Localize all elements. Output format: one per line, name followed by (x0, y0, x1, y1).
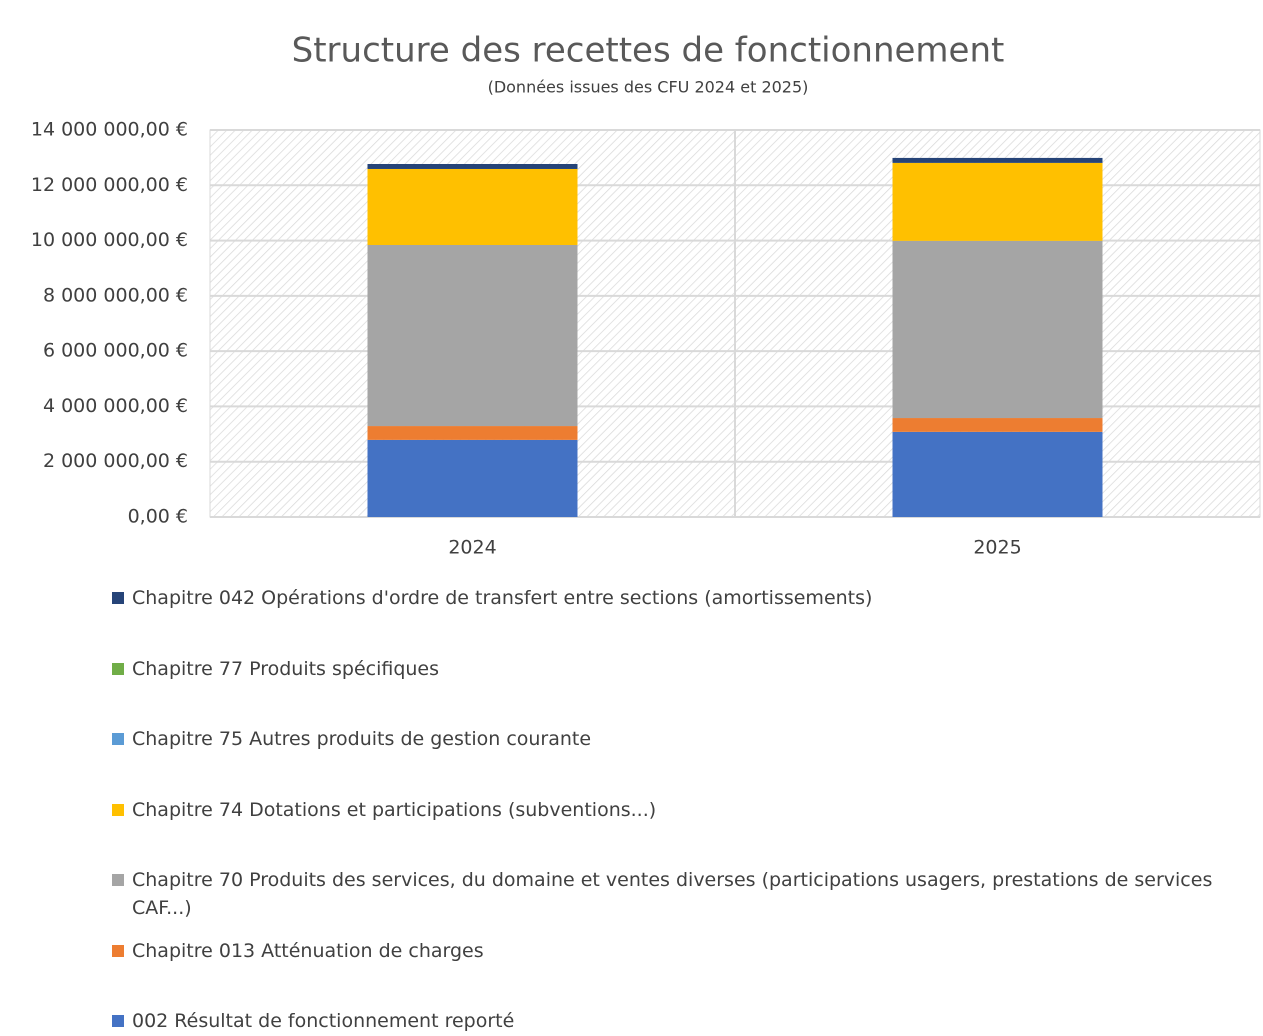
legend-item: Chapitre 77 Produits spécifiques (112, 655, 1232, 683)
legend-label: 002 Résultat de fonctionnement reporté (132, 1010, 515, 1032)
x-tick-label: 2025 (973, 537, 1021, 559)
legend-label: Chapitre 013 Atténuation de charges (132, 939, 484, 962)
legend-item: 002 Résultat de fonctionnement reporté (112, 1007, 1232, 1035)
y-tick-label: 4 000 000,00 € (43, 395, 188, 417)
chart-title: Structure des recettes de fonctionnement (292, 31, 1005, 71)
bar-segment (367, 244, 578, 427)
legend-swatch (112, 944, 124, 957)
y-tick-label: 12 000 000,00 € (31, 174, 188, 196)
bar-segment (892, 162, 1103, 241)
chart: Structure des recettes de fonctionnement… (31, 31, 1261, 559)
legend-item: Chapitre 013 Atténuation de charges (112, 937, 1232, 965)
legend-swatch (112, 1015, 124, 1027)
y-tick-label: 2 000 000,00 € (43, 450, 188, 472)
legend-item: Chapitre 75 Autres produits de gestion c… (112, 725, 1232, 753)
bar-segment (367, 439, 578, 517)
y-tick-label: 14 000 000,00 € (31, 119, 188, 141)
legend-label: Chapitre 70 Produits des services, du do… (132, 869, 1213, 919)
bar-segment (367, 164, 578, 169)
legend-swatch (112, 874, 124, 886)
bar-segment (367, 426, 578, 440)
legend-label: Chapitre 77 Produits spécifiques (132, 657, 440, 680)
y-tick-label: 8 000 000,00 € (43, 284, 188, 306)
bar-segment (892, 240, 1103, 419)
legend-label: Chapitre 75 Autres produits de gestion c… (132, 728, 592, 750)
legend-label: Chapitre 74 Dotations et participations … (132, 798, 657, 821)
y-tick-label: 6 000 000,00 € (43, 340, 188, 362)
bar-segment (367, 168, 578, 245)
y-tick-label: 10 000 000,00 € (31, 229, 188, 251)
legend-item: Chapitre 042 Opérations d'ordre de trans… (112, 584, 1232, 612)
legend-label: Chapitre 042 Opérations d'ordre de trans… (132, 587, 873, 609)
legend-swatch (112, 803, 124, 816)
chart-subtitle: (Données issues des CFU 2024 et 2025) (488, 78, 809, 97)
legend-swatch (112, 592, 124, 604)
bar-segment (892, 418, 1103, 432)
x-tick-label: 2024 (448, 537, 496, 559)
legend-swatch (112, 662, 124, 675)
legend-swatch (112, 733, 124, 745)
bar-segment (892, 431, 1103, 517)
legend-item: Chapitre 70 Produits des services, du do… (112, 866, 1232, 922)
legend-item: Chapitre 74 Dotations et participations … (112, 796, 1232, 824)
bar-segment (892, 157, 1103, 163)
y-tick-label: 0,00 € (128, 506, 188, 528)
